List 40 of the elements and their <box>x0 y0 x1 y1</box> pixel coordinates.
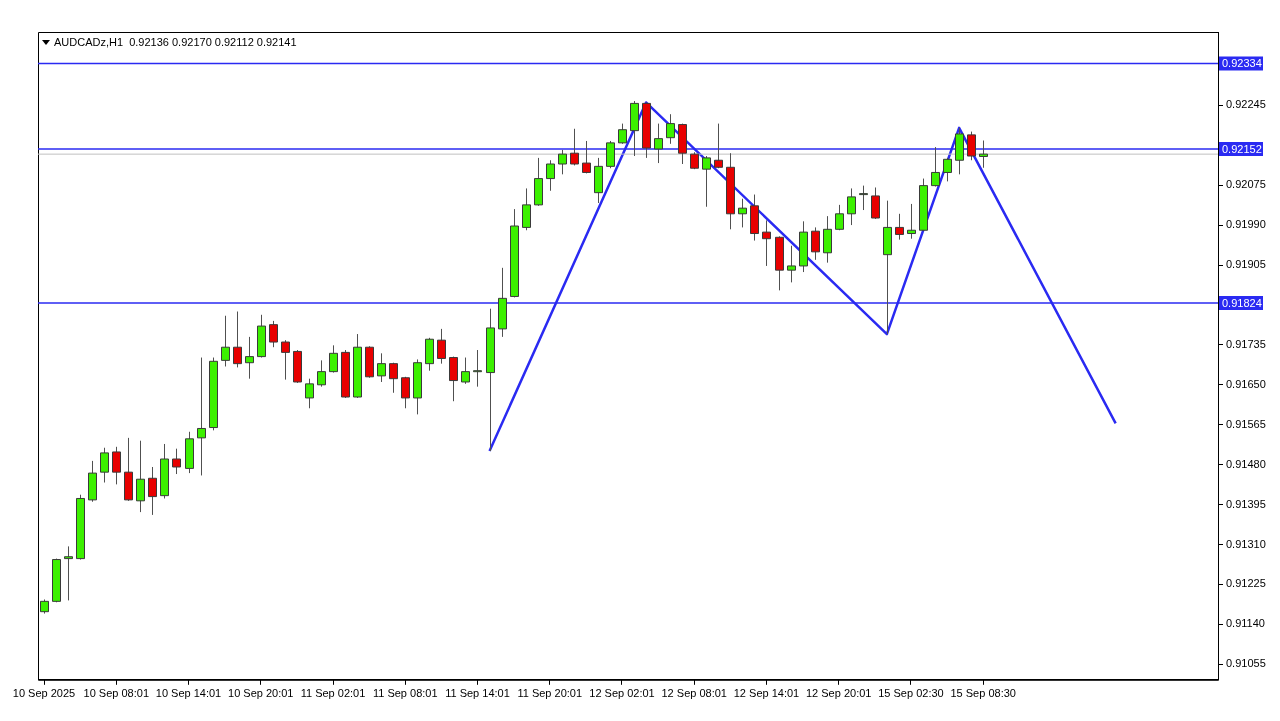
x-tick-label: 10 Sep 08:01 <box>83 687 149 700</box>
y-tick-label: 0.91565 <box>1226 417 1266 430</box>
ref-line-label: 0.91824 <box>1222 296 1262 309</box>
candlestick <box>702 155 711 208</box>
candlestick <box>522 187 531 231</box>
candlestick <box>871 186 880 220</box>
y-tick-label: 0.91480 <box>1226 457 1266 470</box>
x-tick-label: 12 Sep 20:01 <box>805 687 872 700</box>
y-tick-label: 0.91225 <box>1226 577 1266 590</box>
ref-line-label: 0.92152 <box>1222 142 1262 155</box>
x-tick-label: 10 Sep 20:01 <box>228 687 294 700</box>
y-tick-label: 0.92245 <box>1226 98 1266 111</box>
y-tick-label: 0.92075 <box>1226 178 1266 191</box>
x-tick-label: 12 Sep 14:01 <box>733 687 800 700</box>
candlestick <box>835 204 844 231</box>
y-tick-label: 0.91905 <box>1226 258 1266 271</box>
candlestick <box>787 245 796 283</box>
x-tick-label: 15 Sep 08:30 <box>950 687 1016 700</box>
x-tick-label: 11 Sep 14:01 <box>445 687 510 700</box>
y-tick-label: 0.91395 <box>1226 497 1266 510</box>
x-tick-label: 10 Sep 2025 <box>12 687 76 700</box>
x-tick-label: 12 Sep 08:01 <box>661 687 727 700</box>
x-tick-label: 11 Sep 20:01 <box>517 687 583 700</box>
x-tick-label: 11 Sep 08:01 <box>372 687 438 700</box>
y-tick-label: 0.91990 <box>1226 218 1266 231</box>
x-tick-label: 10 Sep 14:01 <box>155 687 222 700</box>
y-tick-label: 0.91735 <box>1226 337 1266 350</box>
x-tick-label: 11 Sep 02:01 <box>300 687 366 700</box>
candlestick <box>112 446 121 485</box>
candlestick <box>269 320 278 348</box>
ref-line-label: 0.92334 <box>1222 57 1262 70</box>
x-tick-label: 15 Sep 02:30 <box>878 687 944 700</box>
y-tick-label: 0.91140 <box>1226 617 1265 630</box>
x-tick-label: 12 Sep 02:01 <box>589 687 655 700</box>
y-tick-label: 0.91055 <box>1226 657 1266 670</box>
candlestick <box>100 447 109 483</box>
y-tick-label: 0.91310 <box>1226 537 1266 550</box>
candlestick <box>606 140 615 169</box>
y-tick-label: 0.91650 <box>1226 377 1266 390</box>
chart-title: AUDCADz,H1 0.92136 0.92170 0.92112 0.92141 <box>54 36 297 48</box>
